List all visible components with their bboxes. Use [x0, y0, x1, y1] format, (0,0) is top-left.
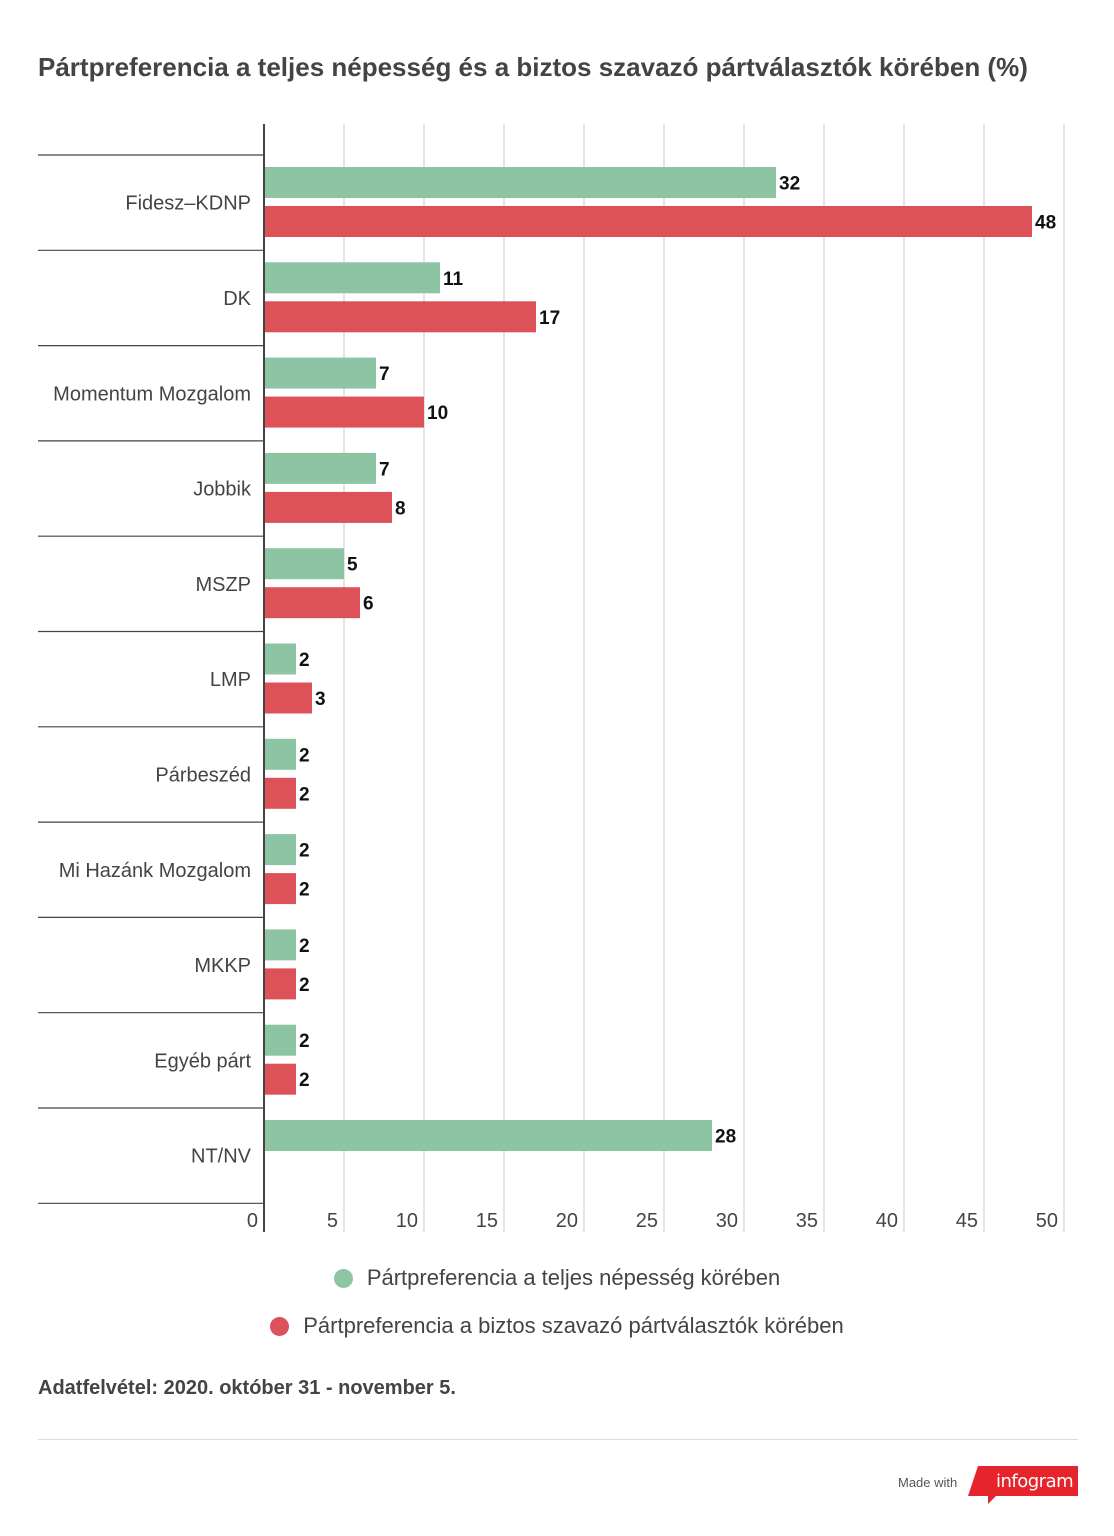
x-tick-label: 40 — [876, 1210, 898, 1232]
bar-series-1 — [264, 301, 536, 333]
bar-series-0 — [264, 929, 296, 961]
bar-series-0 — [264, 1024, 296, 1056]
bar-series-0 — [264, 834, 296, 866]
legend-item-0-row: Pártpreferencia a teljes népesség körébe… — [0, 1265, 1114, 1293]
data-label: 2 — [299, 936, 310, 957]
x-tick-label: 15 — [476, 1210, 498, 1232]
legend-item-population[interactable]: Pártpreferencia a teljes népesség körébe… — [333, 1265, 781, 1291]
legend-label-sure-voters: Pártpreferencia a biztos szavazó pártvál… — [303, 1313, 844, 1338]
category-label: LMP — [210, 669, 251, 691]
legend-swatch-sure-voters — [270, 1316, 290, 1336]
category-label: Momentum Mozgalom — [53, 383, 251, 405]
data-label: 8 — [395, 498, 406, 519]
bar-series-1 — [264, 206, 1032, 237]
category-label: DK — [223, 288, 251, 310]
x-tick-label: 45 — [956, 1210, 978, 1232]
data-label: 3 — [315, 689, 326, 710]
infogram-logo-text[interactable]: infogram — [996, 1471, 1074, 1492]
category-label: NT/NV — [191, 1146, 252, 1168]
data-label: 7 — [379, 364, 390, 385]
data-label: 11 — [443, 269, 464, 290]
data-label: 48 — [1035, 213, 1056, 234]
x-tick-label: 25 — [636, 1210, 658, 1232]
bar-series-0 — [264, 167, 776, 198]
data-label: 5 — [347, 555, 358, 576]
x-tick-label: 30 — [716, 1210, 738, 1232]
bar-series-1 — [264, 491, 392, 523]
x-tick-label: 5 — [327, 1210, 338, 1232]
bar-series-0 — [264, 643, 296, 675]
x-tick-label: 20 — [556, 1210, 578, 1232]
data-label: 17 — [539, 308, 560, 329]
footer-divider — [38, 1439, 1078, 1440]
bar-series-0 — [264, 548, 344, 580]
bar-series-0 — [264, 738, 296, 770]
category-label: Párbeszéd — [155, 764, 251, 786]
legend-item-1-row: Pártpreferencia a biztos szavazó pártvál… — [0, 1313, 1114, 1341]
x-tick-label: 0 — [247, 1210, 258, 1232]
bar-series-1 — [264, 682, 312, 714]
category-label: MSZP — [195, 574, 251, 596]
x-tick-label: 10 — [396, 1210, 418, 1232]
bar-series-0 — [264, 357, 376, 389]
bar-series-1 — [264, 968, 296, 1000]
data-label: 2 — [299, 650, 310, 671]
x-tick-label: 50 — [1036, 1210, 1058, 1232]
data-label: 2 — [299, 880, 310, 901]
data-label: 2 — [299, 1070, 310, 1091]
legend-label-population: Pártpreferencia a teljes népesség körébe… — [366, 1265, 781, 1290]
data-label: 2 — [299, 784, 310, 805]
bar-series-0 — [264, 1120, 712, 1151]
bar-series-1 — [264, 1063, 296, 1095]
data-label: 2 — [299, 745, 310, 766]
data-label: 2 — [299, 841, 310, 862]
legend-swatch-population — [333, 1268, 353, 1288]
chart-title: Pártpreferencia a teljes népesség és a b… — [38, 52, 1028, 82]
infogram-logo-badge[interactable] — [968, 1466, 1078, 1504]
bar-series-1 — [264, 587, 360, 619]
category-label: Jobbik — [193, 479, 252, 501]
x-tick-label: 35 — [796, 1210, 818, 1232]
bar-series-0 — [264, 452, 376, 484]
data-label: 2 — [299, 1031, 310, 1052]
data-label: 7 — [379, 459, 390, 480]
data-label: 28 — [715, 1127, 736, 1148]
bar-series-0 — [264, 262, 440, 294]
category-label: MKKP — [194, 955, 251, 977]
data-label: 6 — [363, 594, 374, 615]
data-label: 32 — [779, 174, 800, 195]
category-label: Egyéb párt — [154, 1050, 251, 1072]
category-label: Mi Hazánk Mozgalom — [59, 860, 251, 882]
source-note: Adatfelvétel: 2020. október 31 - novembe… — [38, 1377, 456, 1399]
bar-series-1 — [264, 396, 424, 428]
bar-series-1 — [264, 873, 296, 905]
legend-item-sure-voters[interactable]: Pártpreferencia a biztos szavazó pártvál… — [270, 1313, 844, 1339]
made-with-label: Made with — [898, 1475, 958, 1490]
data-label: 2 — [299, 975, 310, 996]
data-label: 10 — [427, 403, 448, 424]
category-label: Fidesz–KDNP — [125, 193, 251, 215]
bar-series-1 — [264, 777, 296, 809]
